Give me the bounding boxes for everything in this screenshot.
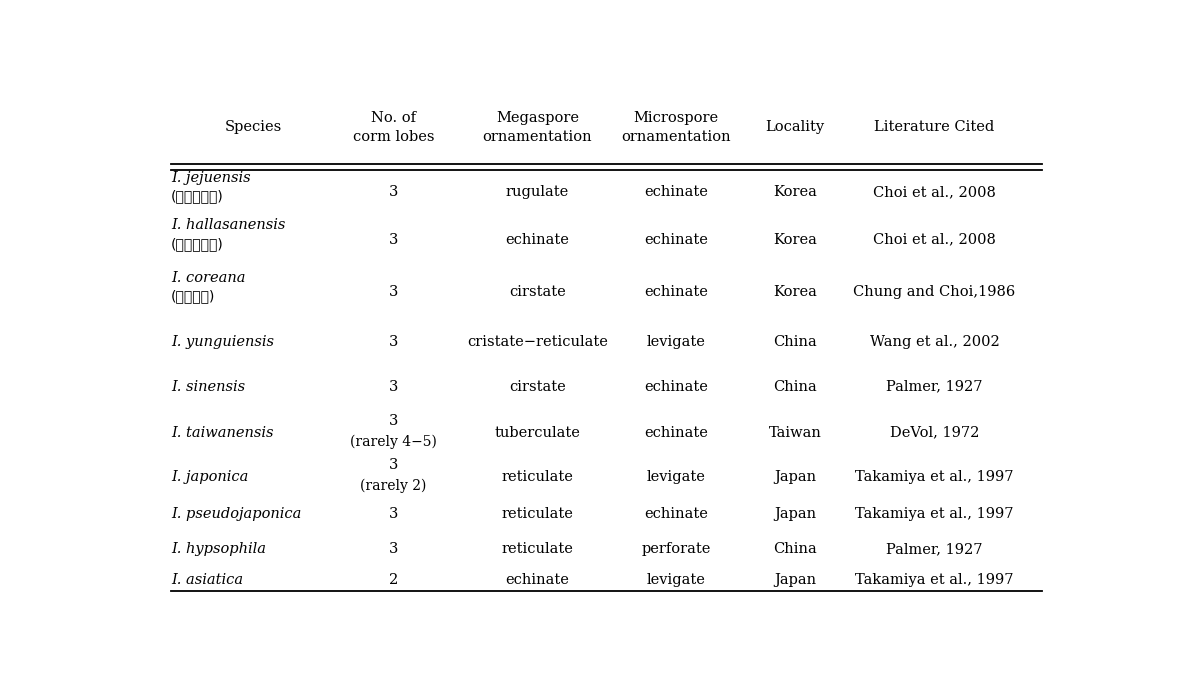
- Text: Takamiya et al., 1997: Takamiya et al., 1997: [855, 573, 1014, 587]
- Text: 3: 3: [389, 380, 399, 394]
- Text: Locality: Locality: [765, 120, 825, 135]
- Text: reticulate: reticulate: [502, 506, 574, 521]
- Text: tuberculate: tuberculate: [494, 426, 581, 440]
- Text: 3: 3: [389, 335, 399, 348]
- Text: Korea: Korea: [774, 185, 817, 199]
- Text: I. hallasanensis: I. hallasanensis: [170, 218, 285, 232]
- Text: Species: Species: [225, 120, 282, 135]
- Text: Choi et al., 2008: Choi et al., 2008: [873, 185, 996, 199]
- Text: Japan: Japan: [774, 573, 816, 587]
- Text: China: China: [774, 542, 817, 556]
- Text: levigate: levigate: [647, 469, 705, 484]
- Text: 3: 3: [389, 506, 399, 521]
- Text: China: China: [774, 335, 817, 348]
- Text: I. hypsophila: I. hypsophila: [170, 542, 266, 556]
- Text: DeVol, 1972: DeVol, 1972: [890, 426, 980, 440]
- Text: echinate: echinate: [644, 426, 707, 440]
- Text: 3: 3: [389, 542, 399, 556]
- Text: Literature Cited: Literature Cited: [874, 120, 995, 135]
- Text: levigate: levigate: [647, 573, 705, 587]
- Text: I. taiwanensis: I. taiwanensis: [170, 426, 273, 440]
- Text: echinate: echinate: [505, 233, 569, 247]
- Text: I. japonica: I. japonica: [170, 469, 248, 484]
- Text: I. asiatica: I. asiatica: [170, 573, 243, 587]
- Text: I. pseudojaponica: I. pseudojaponica: [170, 506, 302, 521]
- Text: 3: 3: [389, 233, 399, 247]
- Text: I. yunguiensis: I. yunguiensis: [170, 335, 273, 348]
- Text: Korea: Korea: [774, 286, 817, 300]
- Text: (제주물부추): (제주물부추): [170, 189, 224, 203]
- Text: I. coreana: I. coreana: [170, 271, 245, 285]
- Text: Wang et al., 2002: Wang et al., 2002: [870, 335, 1000, 348]
- Text: rugulate: rugulate: [506, 185, 569, 199]
- Text: Takamiya et al., 1997: Takamiya et al., 1997: [855, 506, 1014, 521]
- Text: echinate: echinate: [644, 286, 707, 300]
- Text: echinate: echinate: [644, 233, 707, 247]
- Text: echinate: echinate: [644, 380, 707, 394]
- Text: I. sinensis: I. sinensis: [170, 380, 245, 394]
- Text: cirstate: cirstate: [509, 286, 565, 300]
- Text: Microspore
ornamentation: Microspore ornamentation: [621, 111, 731, 144]
- Text: Takamiya et al., 1997: Takamiya et al., 1997: [855, 469, 1014, 484]
- Text: perforate: perforate: [641, 542, 711, 556]
- Text: cristate−reticulate: cristate−reticulate: [467, 335, 608, 348]
- Text: Choi et al., 2008: Choi et al., 2008: [873, 233, 996, 247]
- Text: (rarely 4−5): (rarely 4−5): [350, 435, 437, 449]
- Text: echinate: echinate: [644, 185, 707, 199]
- Text: echinate: echinate: [644, 506, 707, 521]
- Text: China: China: [774, 380, 817, 394]
- Text: 3: 3: [389, 185, 399, 199]
- Text: (참물부추): (참물부추): [170, 290, 215, 304]
- Text: No. of
corm lobes: No. of corm lobes: [353, 111, 434, 144]
- Text: 3: 3: [389, 458, 399, 472]
- Text: Japan: Japan: [774, 469, 816, 484]
- Text: Palmer, 1927: Palmer, 1927: [886, 542, 983, 556]
- Text: 3: 3: [389, 286, 399, 300]
- Text: 3: 3: [389, 414, 399, 428]
- Text: levigate: levigate: [647, 335, 705, 348]
- Text: Chung and Choi,1986: Chung and Choi,1986: [853, 286, 1016, 300]
- Text: Palmer, 1927: Palmer, 1927: [886, 380, 983, 394]
- Text: cirstate: cirstate: [509, 380, 565, 394]
- Text: (rarely 2): (rarely 2): [361, 479, 427, 493]
- Text: Korea: Korea: [774, 233, 817, 247]
- Text: (한라물부추): (한라물부추): [170, 237, 224, 251]
- Text: Megaspore
ornamentation: Megaspore ornamentation: [483, 111, 593, 144]
- Text: echinate: echinate: [505, 573, 569, 587]
- Text: 2: 2: [389, 573, 399, 587]
- Text: Taiwan: Taiwan: [769, 426, 821, 440]
- Text: reticulate: reticulate: [502, 542, 574, 556]
- Text: reticulate: reticulate: [502, 469, 574, 484]
- Text: Japan: Japan: [774, 506, 816, 521]
- Text: I. jejuensis: I. jejuensis: [170, 170, 251, 185]
